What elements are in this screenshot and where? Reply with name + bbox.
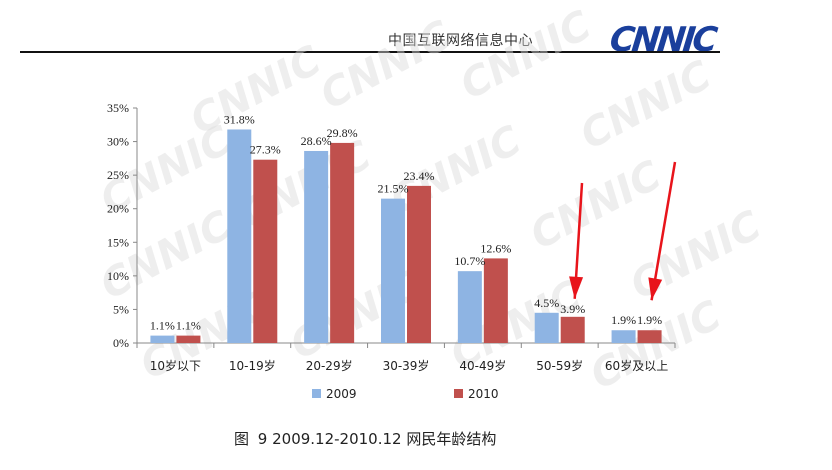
x-tick-label: 40-49岁	[459, 358, 506, 373]
data-label-2009-0: 1.1%	[150, 319, 175, 333]
y-tick-label: 10%	[107, 269, 129, 283]
x-tick-labels: 10岁以下 10-19岁 20-29岁 30-39岁 40-49岁 50-59岁 60岁及以…	[150, 358, 668, 373]
y-tick-labels: 0% 5% 10% 15% 20% 25% 30% 35%	[107, 101, 129, 350]
bar-2009-0	[150, 335, 175, 343]
bar-2010-0	[176, 335, 201, 343]
bar-2010-4	[483, 258, 508, 343]
figure-label: 图	[234, 430, 250, 448]
bar-2010-2	[330, 142, 355, 343]
x-tick-label: 60岁及以上	[605, 358, 668, 373]
y-tick-label: 5%	[113, 302, 129, 316]
x-tick-label: 50-59岁	[536, 358, 583, 373]
data-label-2010-1: 27.3%	[250, 143, 281, 157]
data-label-2009-3: 21.5%	[378, 182, 409, 196]
arrow-head	[648, 277, 663, 301]
organization-name: 中国互联网络信息中心	[388, 33, 533, 49]
data-label-2009-5: 4.5%	[534, 296, 559, 310]
bar-2010-1	[253, 159, 278, 343]
data-label-2009-2: 28.6%	[301, 134, 332, 148]
x-tick-label: 10岁以下	[150, 358, 201, 373]
data-label-2010-0: 1.1%	[176, 319, 201, 333]
bar-2009-6	[611, 330, 636, 343]
y-tick-label: 25%	[107, 168, 129, 182]
bar-2010-5	[560, 316, 585, 343]
bar-2009-1	[227, 129, 252, 343]
x-tick-label: 30-39岁	[383, 358, 430, 373]
arrow-shaft	[650, 161, 677, 301]
watermark-logo: CNNIC	[583, 292, 729, 399]
y-tick-label: 0%	[113, 336, 129, 350]
legend-label-2010: 2010	[468, 387, 499, 401]
x-tick-label: 10-19岁	[229, 358, 276, 373]
data-label-2010-3: 23.4%	[404, 169, 435, 183]
chart-data-labels: 1.1% 31.8% 28.6% 21.5% 10.7% 4.5% 1.9% 1.1% 27.3…	[150, 112, 662, 332]
y-tick-label: 30%	[107, 135, 129, 149]
legend-swatch-2009	[312, 389, 321, 398]
annotation-arrows	[569, 161, 677, 301]
data-label-2010-5: 3.9%	[560, 302, 585, 316]
bar-2009-2	[304, 150, 329, 343]
data-label-2009-6: 1.9%	[611, 313, 636, 327]
chart-bars	[150, 129, 662, 343]
bar-2009-5	[534, 312, 559, 343]
bar-2009-4	[457, 271, 482, 343]
data-label-2009-1: 31.8%	[224, 112, 255, 126]
x-tick-label: 20-29岁	[306, 358, 353, 373]
data-label-2010-6: 1.9%	[637, 313, 662, 327]
watermark-logo: CNNIC	[523, 152, 669, 259]
y-tick-label: 15%	[107, 235, 129, 249]
bar-2010-6	[637, 330, 662, 343]
annotation-arrow-60-plus	[648, 161, 677, 301]
watermark-logo: CNNIC	[623, 202, 769, 309]
data-label-2010-4: 12.6%	[480, 241, 511, 255]
y-tick-label: 35%	[107, 101, 129, 115]
watermark-logo: CNNIC	[573, 52, 719, 159]
y-tick-label: 20%	[107, 202, 129, 216]
bar-2010-3	[407, 185, 431, 343]
arrow-head	[569, 276, 584, 299]
figure-caption-text: 9 2009.12-2010.12 网民年龄结构	[257, 430, 497, 448]
figure-caption: 图 9 2009.12-2010.12 网民年龄结构	[234, 428, 496, 449]
bar-2009-3	[381, 198, 405, 343]
legend-swatch-2010	[454, 389, 463, 398]
data-label-2010-2: 29.8%	[327, 126, 358, 140]
watermark-logo: CNNIC	[453, 2, 599, 109]
legend-label-2009: 2009	[326, 387, 357, 401]
annotation-arrow-50-59	[569, 182, 584, 299]
header-divider	[20, 51, 720, 53]
chart-axes	[133, 107, 676, 348]
chart-legend: 2009 2010	[312, 387, 499, 401]
watermark-logo: CNNIC	[183, 37, 329, 144]
watermark-logo: CNNIC	[313, 12, 459, 119]
data-label-2009-4: 10.7%	[454, 254, 485, 268]
